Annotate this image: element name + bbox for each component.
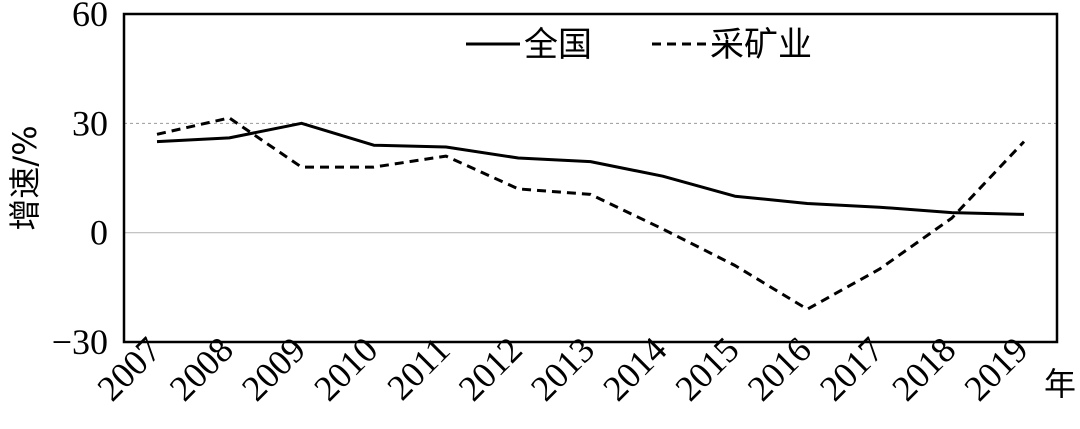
y-axis-ticks: −30 0 30 60 <box>52 0 108 362</box>
legend-label-national: 全国 <box>524 25 592 65</box>
series-line-mining <box>156 116 1026 311</box>
y-axis-label: 增速/% <box>6 125 44 230</box>
legend: 全国 采矿业 <box>466 25 812 65</box>
x-axis-label: 年 <box>1044 365 1076 403</box>
legend-label-mining: 采矿业 <box>710 25 812 65</box>
gridlines <box>124 122 1057 234</box>
plot-frame <box>122 12 1059 344</box>
series-lines <box>156 116 1026 311</box>
y-tick-label: 0 <box>90 213 108 253</box>
series-line-national <box>156 121 1025 216</box>
y-tick-label: 30 <box>72 103 108 143</box>
y-tick-label: 60 <box>72 0 108 34</box>
y-tick-label: −30 <box>52 322 108 362</box>
